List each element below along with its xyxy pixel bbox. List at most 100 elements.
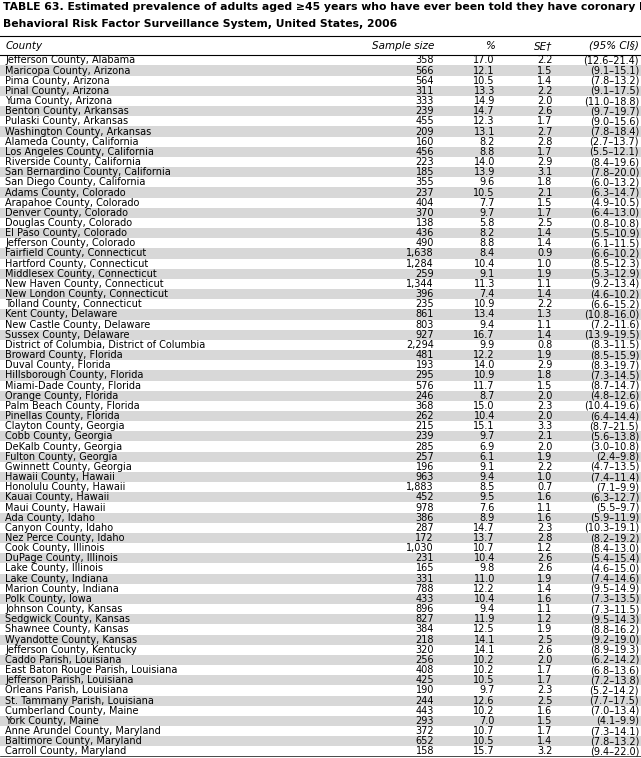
Bar [0, 553, 641, 563]
Text: 2.6: 2.6 [537, 553, 553, 563]
Text: 10.2: 10.2 [473, 706, 495, 716]
Bar [0, 645, 641, 655]
Bar [0, 441, 641, 452]
Text: 384: 384 [415, 625, 434, 634]
Text: 576: 576 [415, 381, 434, 390]
Text: 14.0: 14.0 [474, 157, 495, 167]
Text: Polk County, Iowa: Polk County, Iowa [5, 594, 92, 604]
Text: (8.5–12.3): (8.5–12.3) [590, 258, 639, 268]
Bar [0, 157, 641, 167]
Text: 2.6: 2.6 [537, 563, 553, 574]
Text: SE†: SE† [534, 41, 553, 51]
Bar [0, 421, 641, 431]
Text: Tolland County, Connecticut: Tolland County, Connecticut [5, 299, 142, 309]
Text: Ada County, Idaho: Ada County, Idaho [5, 512, 95, 523]
Bar [0, 269, 641, 279]
Text: Douglas County, Colorado: Douglas County, Colorado [5, 218, 132, 228]
Text: DeKalb County, Georgia: DeKalb County, Georgia [5, 442, 122, 452]
Text: Sussex County, Delaware: Sussex County, Delaware [5, 330, 129, 340]
Bar [0, 736, 641, 747]
Text: Anne Arundel County, Maryland: Anne Arundel County, Maryland [5, 726, 161, 736]
Text: 215: 215 [415, 421, 434, 431]
Text: Cobb County, Georgia: Cobb County, Georgia [5, 431, 113, 441]
Bar [0, 309, 641, 320]
Text: 246: 246 [415, 390, 434, 401]
Text: 235: 235 [415, 299, 434, 309]
Text: 652: 652 [415, 736, 434, 746]
Text: Riverside County, California: Riverside County, California [5, 157, 141, 167]
Text: (9.2–19.0): (9.2–19.0) [590, 634, 639, 644]
Text: 2.6: 2.6 [537, 645, 553, 655]
Text: 1,344: 1,344 [406, 279, 434, 289]
Bar [0, 218, 641, 228]
Text: 1.9: 1.9 [537, 625, 553, 634]
Text: 1.7: 1.7 [537, 665, 553, 675]
Text: (5.6–13.8): (5.6–13.8) [590, 431, 639, 441]
Bar [0, 187, 641, 198]
Text: 10.2: 10.2 [473, 665, 495, 675]
Text: (8.4–19.6): (8.4–19.6) [590, 157, 639, 167]
Bar [0, 726, 641, 736]
Text: Jefferson County, Alabama: Jefferson County, Alabama [5, 55, 135, 65]
Bar [0, 431, 641, 441]
Text: (4.9–10.5): (4.9–10.5) [590, 198, 639, 208]
Bar [0, 167, 641, 177]
Text: Wyandotte County, Kansas: Wyandotte County, Kansas [5, 634, 137, 644]
Bar [0, 594, 641, 604]
Bar [0, 350, 641, 360]
Text: 8.8: 8.8 [479, 238, 495, 249]
Text: 788: 788 [415, 584, 434, 594]
Text: (10.4–19.6): (10.4–19.6) [584, 401, 639, 411]
Text: Duval County, Florida: Duval County, Florida [5, 360, 111, 370]
Text: 1.1: 1.1 [537, 503, 553, 512]
Text: 2.2: 2.2 [537, 299, 553, 309]
Bar [0, 390, 641, 401]
Text: Behavioral Risk Factor Surveillance System, United States, 2006: Behavioral Risk Factor Surveillance Syst… [3, 19, 397, 29]
Bar [0, 76, 641, 86]
Text: 368: 368 [415, 401, 434, 411]
Text: 1.5: 1.5 [537, 198, 553, 208]
Text: 1.1: 1.1 [537, 320, 553, 330]
Text: 490: 490 [415, 238, 434, 249]
Text: (95% CI§): (95% CI§) [589, 41, 639, 51]
Text: 1.9: 1.9 [537, 269, 553, 279]
Text: 1,638: 1,638 [406, 249, 434, 258]
Bar [0, 625, 641, 634]
Bar [0, 228, 641, 238]
Text: Maricopa County, Arizona: Maricopa County, Arizona [5, 66, 131, 76]
Text: 244: 244 [415, 696, 434, 706]
Text: 861: 861 [415, 309, 434, 319]
Text: 1.4: 1.4 [537, 289, 553, 299]
Text: 14.9: 14.9 [474, 96, 495, 106]
Text: 1.6: 1.6 [537, 493, 553, 503]
Text: 2.9: 2.9 [537, 157, 553, 167]
Text: 2.9: 2.9 [537, 360, 553, 370]
Text: %: % [485, 41, 495, 51]
Text: 2.0: 2.0 [537, 390, 553, 401]
Bar [0, 634, 641, 645]
Text: (6.6–10.2): (6.6–10.2) [590, 249, 639, 258]
Text: (9.4–22.0): (9.4–22.0) [590, 747, 639, 756]
Text: (7.3–14.1): (7.3–14.1) [590, 726, 639, 736]
Text: 2.6: 2.6 [537, 106, 553, 116]
Text: 9.1: 9.1 [479, 462, 495, 472]
Text: 259: 259 [415, 269, 434, 279]
Bar [0, 472, 641, 482]
Text: (12.6–21.4): (12.6–21.4) [583, 55, 639, 65]
Text: (6.8–13.6): (6.8–13.6) [590, 665, 639, 675]
Bar [0, 55, 641, 65]
Text: 2.2: 2.2 [537, 86, 553, 96]
Text: (4.8–12.6): (4.8–12.6) [590, 390, 639, 401]
Text: 160: 160 [415, 136, 434, 147]
Text: 1.4: 1.4 [537, 238, 553, 249]
Text: 256: 256 [415, 655, 434, 665]
Text: 13.9: 13.9 [474, 168, 495, 177]
Text: York County, Maine: York County, Maine [5, 716, 99, 726]
Text: 7.7: 7.7 [479, 198, 495, 208]
Text: (6.4–14.4): (6.4–14.4) [590, 411, 639, 421]
Text: Pima County, Arizona: Pima County, Arizona [5, 76, 110, 86]
Text: 6.9: 6.9 [479, 442, 495, 452]
Text: 9.6: 9.6 [479, 177, 495, 187]
Text: 1.1: 1.1 [537, 604, 553, 614]
Text: New Haven County, Connecticut: New Haven County, Connecticut [5, 279, 163, 289]
